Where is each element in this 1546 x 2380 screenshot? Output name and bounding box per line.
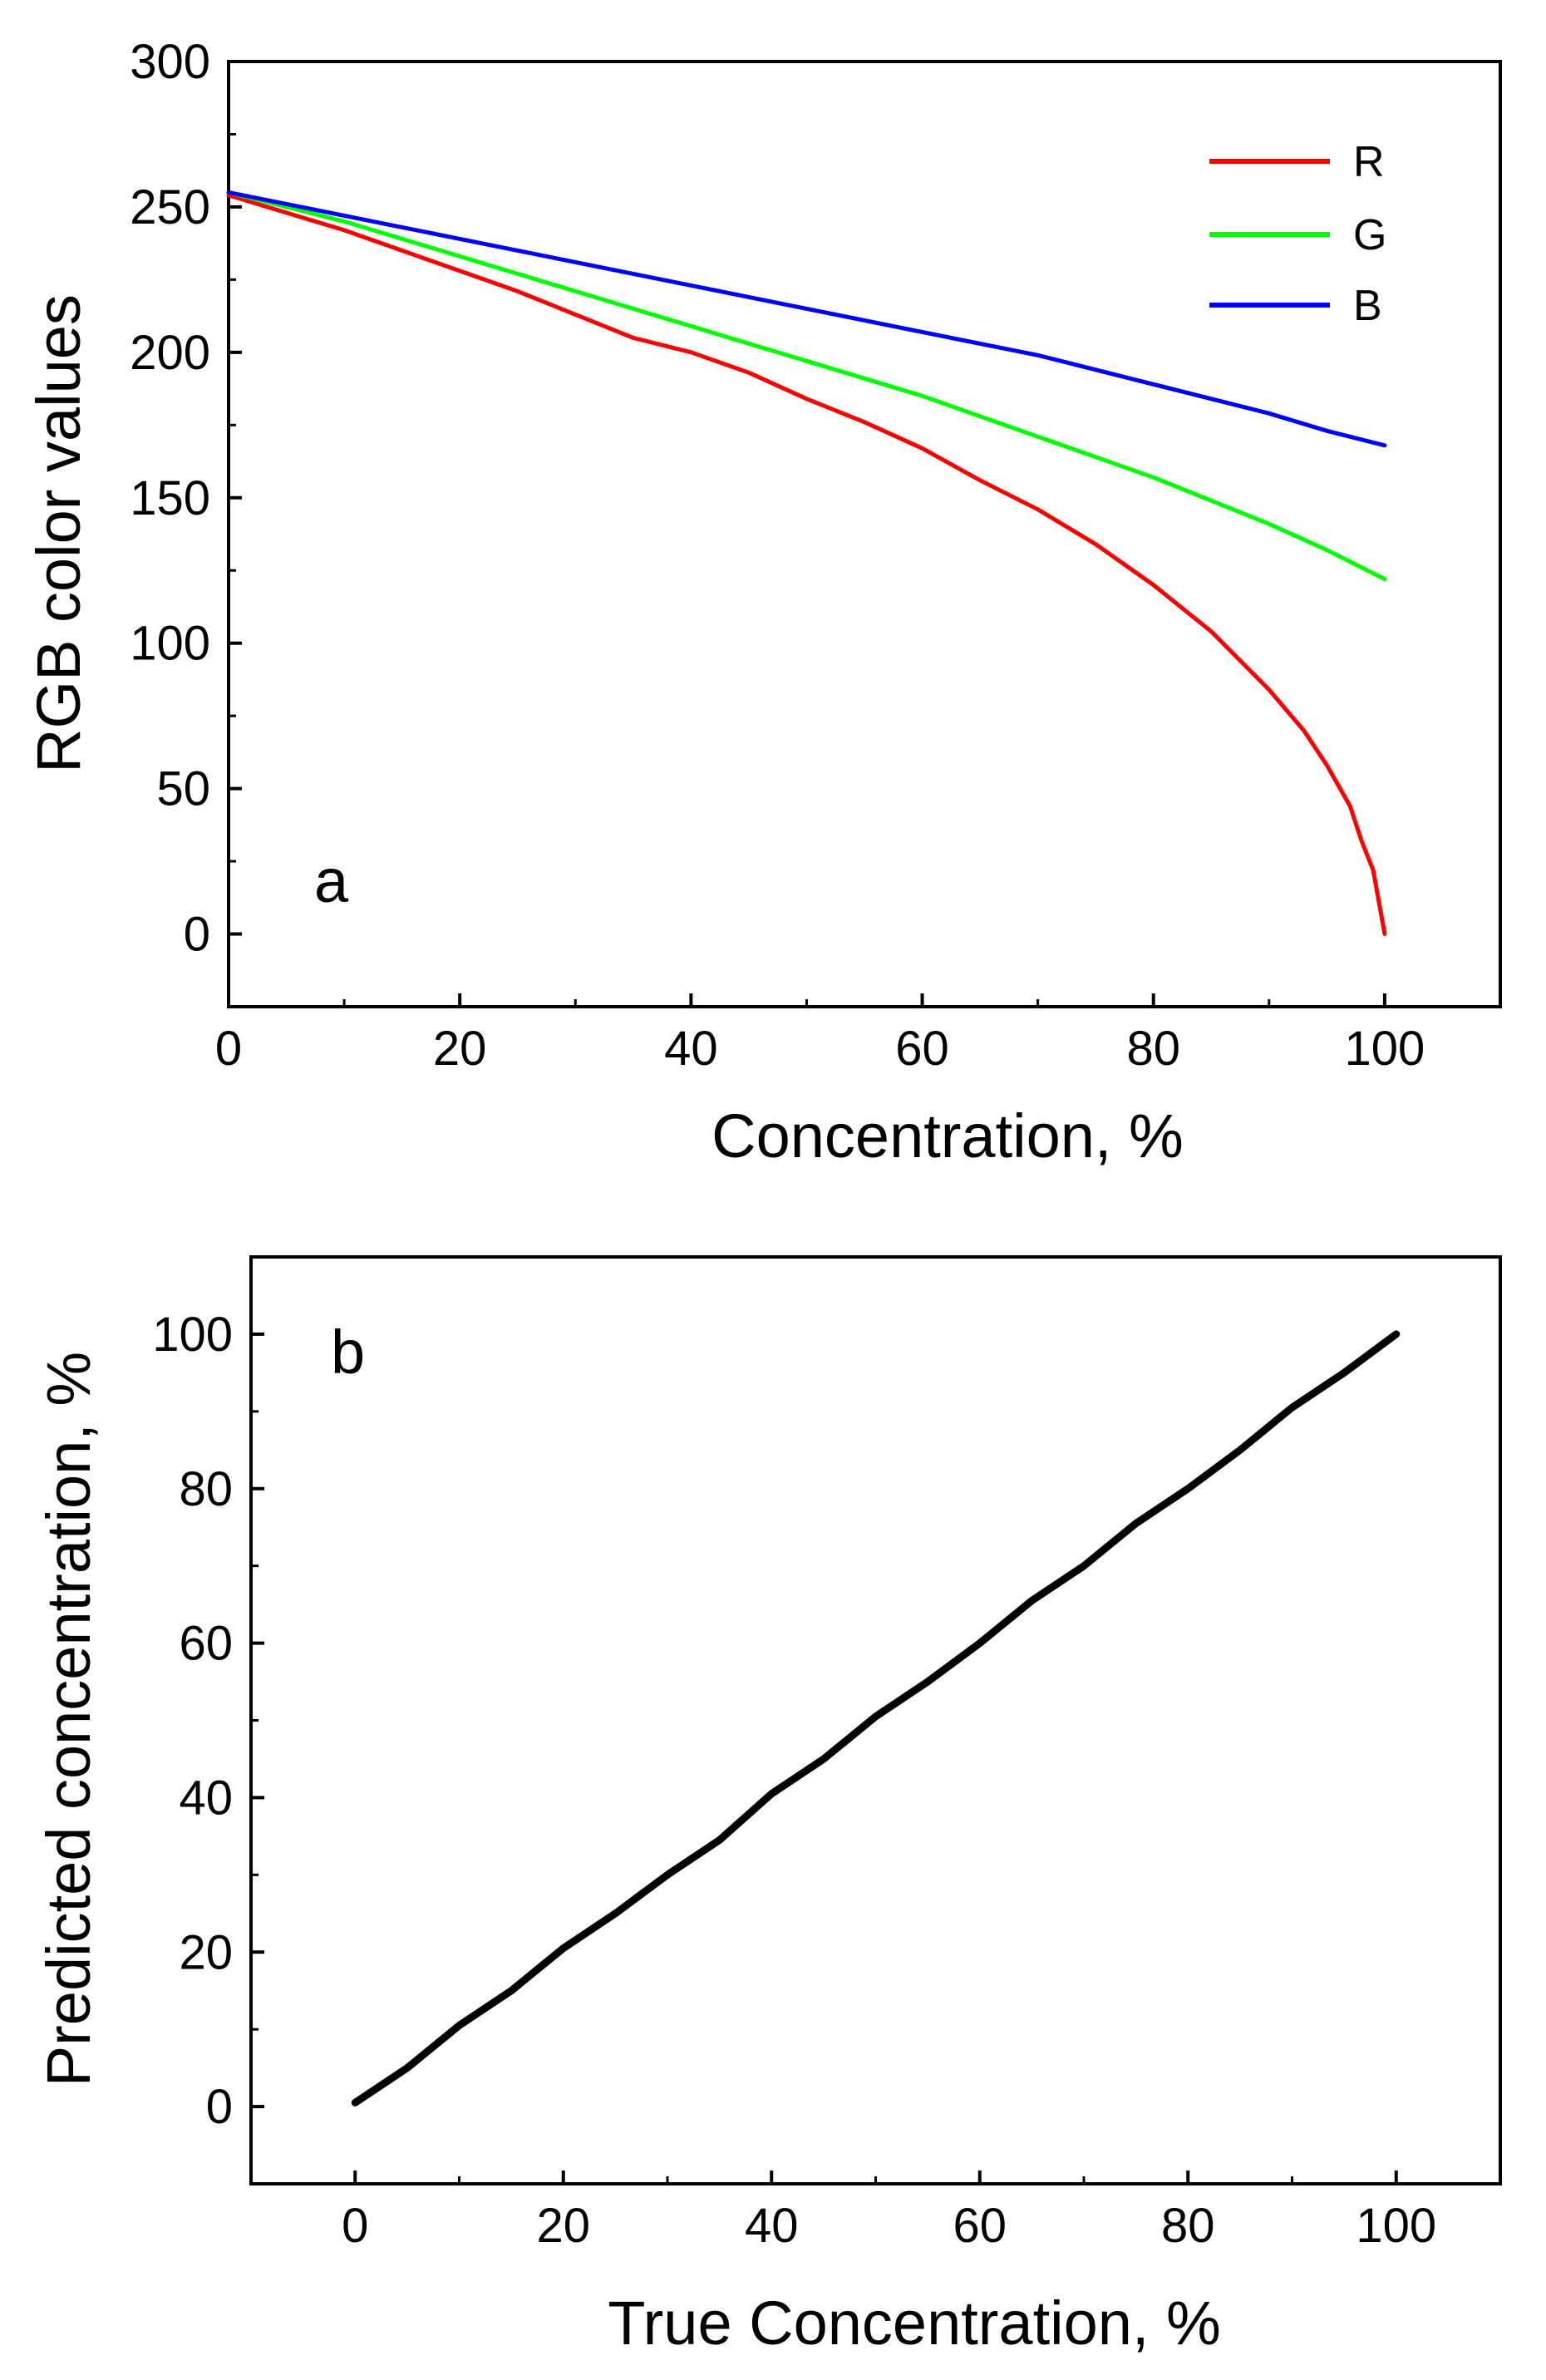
y-tick-label: 20 [179, 1925, 233, 1979]
y-tick-label: 200 [130, 326, 210, 380]
panel-a-x-axis-title: Concentration, % [711, 1101, 1184, 1170]
x-tick-label: 60 [953, 2199, 1007, 2253]
panel-a-series [226, 190, 1387, 936]
y-tick-label: 0 [184, 908, 210, 962]
x-tick-label: 0 [342, 2199, 368, 2253]
panel-a-plot-frame [227, 60, 1502, 1008]
panel-b-chart: 0 20 40 60 80 100 0 20 40 60 80 100 b True Concent… [34, 1255, 1502, 2358]
panel-a-ticks [227, 60, 1502, 1008]
x-tick-label: 0 [215, 1022, 242, 1076]
panel-b-x-tick-labels: 0 20 40 60 80 100 [342, 2199, 1436, 2253]
y-tick-label: 80 [179, 1462, 233, 1516]
y-tick-label: 100 [130, 617, 210, 671]
series-line-g [226, 190, 1387, 582]
y-tick-label: 100 [152, 1308, 233, 1362]
panel-b-y-axis-title: Predicted concentration, % [34, 1352, 103, 2087]
y-tick-label: 0 [206, 2080, 233, 2134]
y-tick-label: 300 [130, 35, 210, 89]
x-tick-label: 40 [664, 1022, 718, 1076]
y-tick-label: 250 [130, 180, 210, 234]
series-line-predicted [351, 1330, 1401, 2107]
panel-a-y-axis-title: RGB color values [24, 294, 93, 773]
panel-a-x-tick-labels: 0 20 40 60 80 100 [215, 1022, 1425, 1076]
y-tick-label: 60 [179, 1617, 233, 1671]
x-tick-label: 80 [1161, 2199, 1215, 2253]
x-tick-label: 100 [1345, 1022, 1425, 1076]
panel-b-ticks [249, 1255, 1502, 2185]
panel-a-label: a [314, 846, 349, 915]
series-line-b [226, 190, 1387, 448]
panel-b-y-tick-labels: 0 20 40 60 80 100 [152, 1308, 233, 2134]
legend-label-r: R [1353, 138, 1385, 186]
y-tick-label: 150 [130, 471, 210, 525]
x-tick-label: 100 [1356, 2199, 1436, 2253]
panel-a-legend: R G B [1209, 138, 1386, 330]
x-tick-label: 60 [895, 1022, 949, 1076]
legend-label-g: G [1353, 211, 1386, 259]
x-tick-label: 80 [1126, 1022, 1180, 1076]
x-tick-label: 40 [745, 2199, 799, 2253]
panel-b-label: b [331, 1318, 365, 1387]
x-tick-label: 20 [433, 1022, 487, 1076]
y-tick-label: 40 [179, 1771, 233, 1825]
legend-label-b: B [1353, 282, 1382, 330]
panel-b-series [351, 1330, 1401, 2107]
panel-a-y-tick-labels: 0 50 100 150 200 250 300 [130, 35, 210, 962]
y-tick-label: 50 [156, 762, 210, 816]
panel-b-x-axis-title: True Concentration, % [608, 2289, 1221, 2358]
series-line-r [226, 193, 1387, 936]
x-tick-label: 20 [536, 2199, 590, 2253]
